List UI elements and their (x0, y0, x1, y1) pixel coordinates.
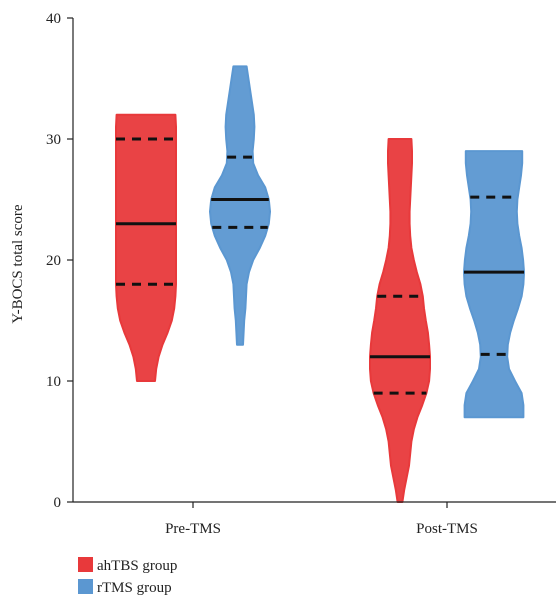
y-tick-label-10: 10 (46, 374, 61, 390)
x-tick-label-pre-tms: Pre-TMS (165, 521, 221, 537)
y-axis-title: Y-BOCS total score (10, 204, 26, 324)
x-tick-label-post-tms: Post-TMS (416, 521, 478, 537)
legend: ahTBS group rTMS group (78, 557, 177, 596)
plot-area (115, 65, 525, 503)
axes: 0 10 20 30 40 Pre-TMS Post-TMS (46, 11, 556, 537)
legend-swatch-rtms-group (78, 579, 93, 594)
y-tick-label-20: 20 (46, 253, 61, 269)
y-tick-label-40: 40 (46, 11, 61, 27)
legend-label-rtms-group: rTMS group (97, 580, 172, 596)
y-tick-label-0: 0 (54, 495, 62, 511)
violin-ahtbs-group-post-tms (369, 138, 431, 503)
y-tick-label-30: 30 (46, 132, 61, 148)
violin-rtms-group-pre-tms (209, 65, 271, 346)
legend-label-ahtbs-group: ahTBS group (97, 558, 177, 574)
violin-rtms-group-post-tms (463, 150, 525, 419)
violin-ahtbs-group-pre-tms (115, 113, 177, 382)
legend-swatch-ahtbs-group (78, 557, 93, 572)
